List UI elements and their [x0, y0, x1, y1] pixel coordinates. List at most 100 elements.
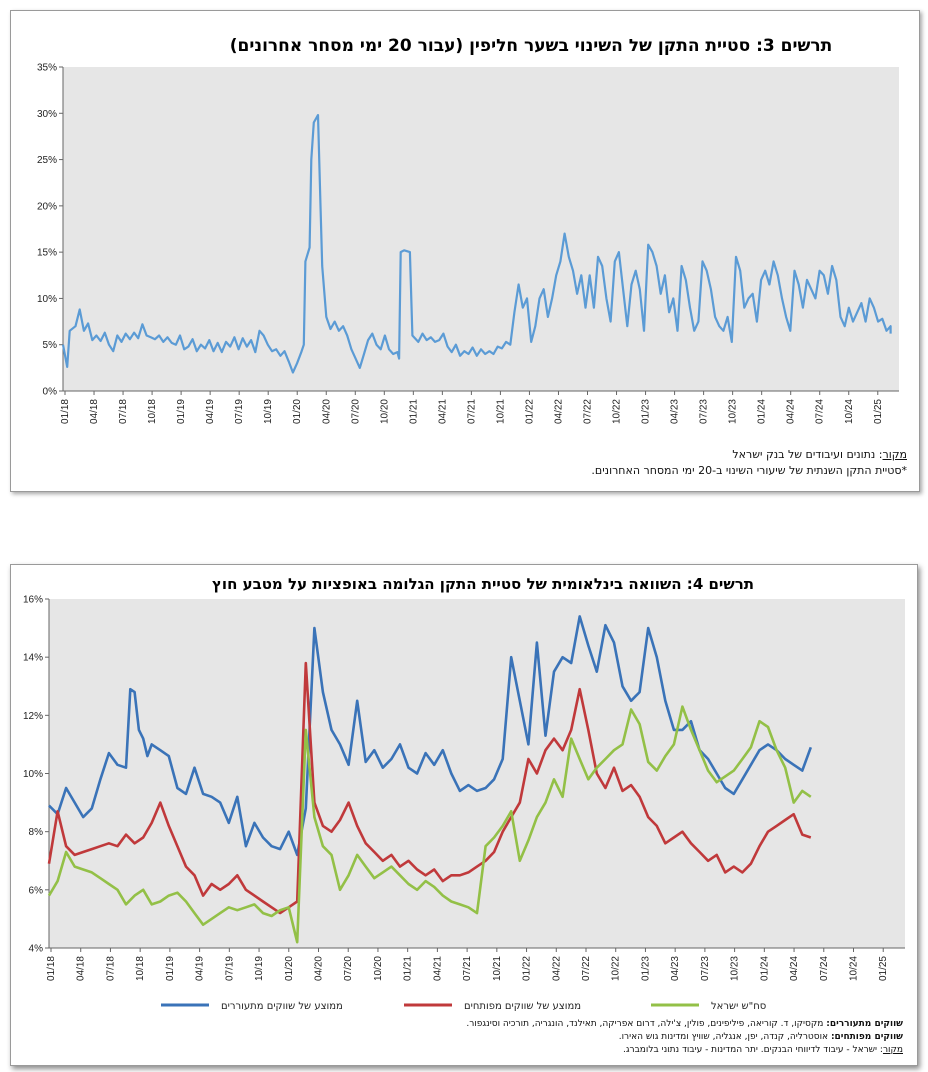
- series-line-1: [61, 113, 892, 374]
- x-tick-label: 04/18: [89, 399, 100, 424]
- plot-area: [49, 599, 905, 948]
- x-tick-label: 10/19: [254, 956, 265, 981]
- x-tick-label: 10/20: [373, 956, 384, 981]
- x-tick-label: 04/20: [314, 956, 325, 981]
- chart-3-footnote: *סטיית התקן השנתית של שיעורי השינוי ב-20…: [591, 464, 907, 477]
- x-tick-label: 10/23: [728, 399, 739, 424]
- x-tick-label: 04/20: [321, 399, 332, 424]
- y-tick-label: 6%: [29, 885, 44, 896]
- y-tick-label: 35%: [37, 63, 57, 74]
- legend-label-2: ממוצע של שווקים מפותחים: [464, 1001, 581, 1012]
- series-line-1: [48, 615, 813, 857]
- chart-4-legend: ממוצע של שווקים מתעוררים ממוצע של שווקים …: [161, 1001, 766, 1012]
- x-tick-label: 04/21: [437, 399, 448, 424]
- chart-3-source: מקור: נתונים ועיבודים של בנק ישראל: [732, 448, 907, 461]
- y-tick-label: 16%: [23, 595, 43, 606]
- x-tick-label: 10/21: [492, 956, 503, 981]
- y-tick-label: 15%: [37, 248, 57, 259]
- x-tick-label: 07/22: [583, 399, 594, 424]
- x-tick-label: 04/23: [670, 399, 681, 424]
- y-tick-label: 14%: [23, 653, 43, 664]
- x-tick-label: 01/24: [759, 956, 770, 981]
- x-tick-label: 04/21: [432, 956, 443, 981]
- x-tick-label: 10/18: [147, 399, 158, 424]
- x-tick-label: 01/20: [292, 399, 303, 424]
- x-tick-label: 07/19: [234, 399, 245, 424]
- chart-4-source: מקור: ישראל - עיבוד לדיווחי הבנקים. יתר …: [623, 1045, 903, 1055]
- chart-4-developed-note: שווקים מפותחים: אוסטרליה, קנדה, יפן, אנג…: [619, 1032, 903, 1042]
- y-tick-label: 12%: [23, 711, 43, 722]
- chart-panel-3: תרשים 3: סטיית התקן של השינוי בשער חליפי…: [10, 10, 920, 492]
- x-tick-label: 01/18: [46, 956, 57, 981]
- x-tick-label: 01/21: [408, 399, 419, 424]
- y-tick-label: 25%: [37, 155, 57, 166]
- x-tick-label: 07/23: [700, 956, 711, 981]
- x-tick-label: 10/18: [135, 956, 146, 981]
- x-tick-label: 01/21: [403, 956, 414, 981]
- x-tick-label: 01/19: [165, 956, 176, 981]
- y-tick-label: 20%: [37, 201, 57, 212]
- x-tick-label: 07/20: [350, 399, 361, 424]
- x-tick-label: 01/22: [522, 956, 533, 981]
- x-tick-label: 10/20: [379, 399, 390, 424]
- x-tick-label: 07/21: [466, 399, 477, 424]
- chart-4-emerging-text: מקסיקו, ד. קוריאה, פיליפינים, פולין, צ'י…: [466, 1019, 827, 1029]
- x-tick-label: 04/22: [551, 956, 562, 981]
- y-tick-label: 8%: [29, 827, 44, 838]
- x-tick-label: 04/19: [205, 399, 216, 424]
- x-tick-label: 07/22: [581, 956, 592, 981]
- chart-4-source-label: מקור: [882, 1045, 903, 1055]
- x-tick-label: 04/24: [789, 956, 800, 981]
- chart-3-source-text: : נתונים ועיבודים של בנק ישראל: [732, 448, 883, 461]
- x-tick-label: 01/23: [640, 956, 651, 981]
- chart-3-title: תרשים 3: סטיית התקן של השינוי בשער חליפי…: [230, 36, 832, 56]
- x-tick-label: 07/24: [819, 956, 830, 981]
- x-tick-label: 04/23: [670, 956, 681, 981]
- x-tick-label: 04/22: [553, 399, 564, 424]
- series-line-2: [47, 661, 812, 915]
- y-tick-label: 0%: [43, 387, 58, 398]
- x-tick-label: 07/21: [462, 956, 473, 981]
- x-tick-label: 01/24: [757, 399, 768, 424]
- x-tick-label: 07/20: [343, 956, 354, 981]
- x-tick-label: 07/19: [224, 956, 235, 981]
- chart-3-source-label: מקור: [882, 448, 907, 461]
- legend-label-3: סח"ש ישראל: [711, 1001, 766, 1012]
- x-tick-label: 10/21: [495, 399, 506, 424]
- y-tick-label: 5%: [43, 340, 58, 351]
- x-tick-label: 04/19: [195, 956, 206, 981]
- chart-4-emerging-label: שווקים מתעוררים:: [826, 1019, 903, 1029]
- chart-panel-4: תרשים 4: השוואה בינלאומית של סטיית התקן …: [10, 564, 918, 1066]
- chart-4-developed-label: שווקים מפותחים:: [830, 1032, 903, 1042]
- chart-4-title: תרשים 4: השוואה בינלאומית של סטיית התקן …: [212, 575, 754, 593]
- x-tick-label: 10/22: [611, 956, 622, 981]
- x-tick-label: 07/18: [105, 956, 116, 981]
- x-tick-label: 01/18: [60, 399, 71, 424]
- x-tick-label: 07/23: [699, 399, 710, 424]
- chart-3-svg: תרשים 3: סטיית התקן של השינוי בשער חליפי…: [37, 36, 899, 424]
- y-tick-label: 30%: [37, 109, 57, 120]
- x-tick-label: 10/19: [263, 399, 274, 424]
- x-tick-label: 04/24: [786, 399, 797, 424]
- x-tick-label: 01/19: [176, 399, 187, 424]
- x-tick-label: 10/23: [730, 956, 741, 981]
- chart-4-source-text: : ישראל - עיבוד לדיווחי הבנקים. יתר המדי…: [622, 1045, 883, 1055]
- plot-area: [63, 67, 899, 391]
- chart-4-emerging-note: שווקים מתעוררים: מקסיקו, ד. קוריאה, פילי…: [466, 1019, 903, 1029]
- x-tick-label: 04/18: [76, 956, 87, 981]
- x-tick-label: 10/22: [612, 399, 623, 424]
- x-tick-label: 07/18: [118, 399, 129, 424]
- x-tick-label: 01/23: [641, 399, 652, 424]
- chart-4-svg: תרשים 4: השוואה בינלאומית של סטיית התקן …: [23, 575, 905, 1012]
- y-tick-label: 10%: [37, 294, 57, 305]
- x-tick-label: 01/25: [873, 399, 884, 424]
- y-tick-label: 10%: [23, 769, 43, 780]
- x-tick-label: 01/25: [878, 956, 889, 981]
- y-tick-label: 4%: [29, 944, 44, 955]
- x-tick-label: 01/22: [524, 399, 535, 424]
- chart-4-developed-text: אוסטרליה, קנדה, יפן, אנגליה, שוויץ ומדינ…: [618, 1032, 831, 1042]
- x-tick-label: 01/20: [284, 956, 295, 981]
- x-tick-label: 10/24: [844, 399, 855, 424]
- series-line-3: [47, 705, 812, 944]
- legend-label-1: ממוצע של שווקים מתעוררים: [221, 1001, 343, 1012]
